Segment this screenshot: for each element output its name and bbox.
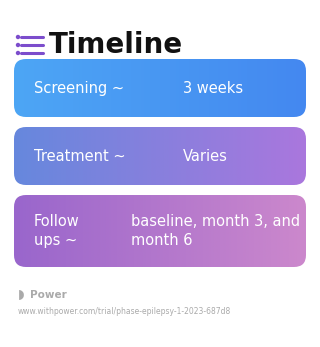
Circle shape (17, 51, 20, 54)
Text: Treatment ~: Treatment ~ (34, 149, 126, 163)
Text: baseline, month 3, and
month 6: baseline, month 3, and month 6 (131, 214, 300, 248)
Text: Timeline: Timeline (49, 31, 183, 59)
Text: ◗: ◗ (18, 288, 25, 302)
Circle shape (17, 35, 20, 39)
Text: www.withpower.com/trial/phase-epilepsy-1-2023-687d8: www.withpower.com/trial/phase-epilepsy-1… (18, 307, 231, 316)
Circle shape (17, 43, 20, 46)
Text: 3 weeks: 3 weeks (183, 81, 244, 95)
Text: Follow
ups ~: Follow ups ~ (34, 214, 80, 248)
Text: Varies: Varies (183, 149, 228, 163)
Text: Power: Power (30, 290, 67, 300)
Text: Screening ~: Screening ~ (34, 81, 124, 95)
